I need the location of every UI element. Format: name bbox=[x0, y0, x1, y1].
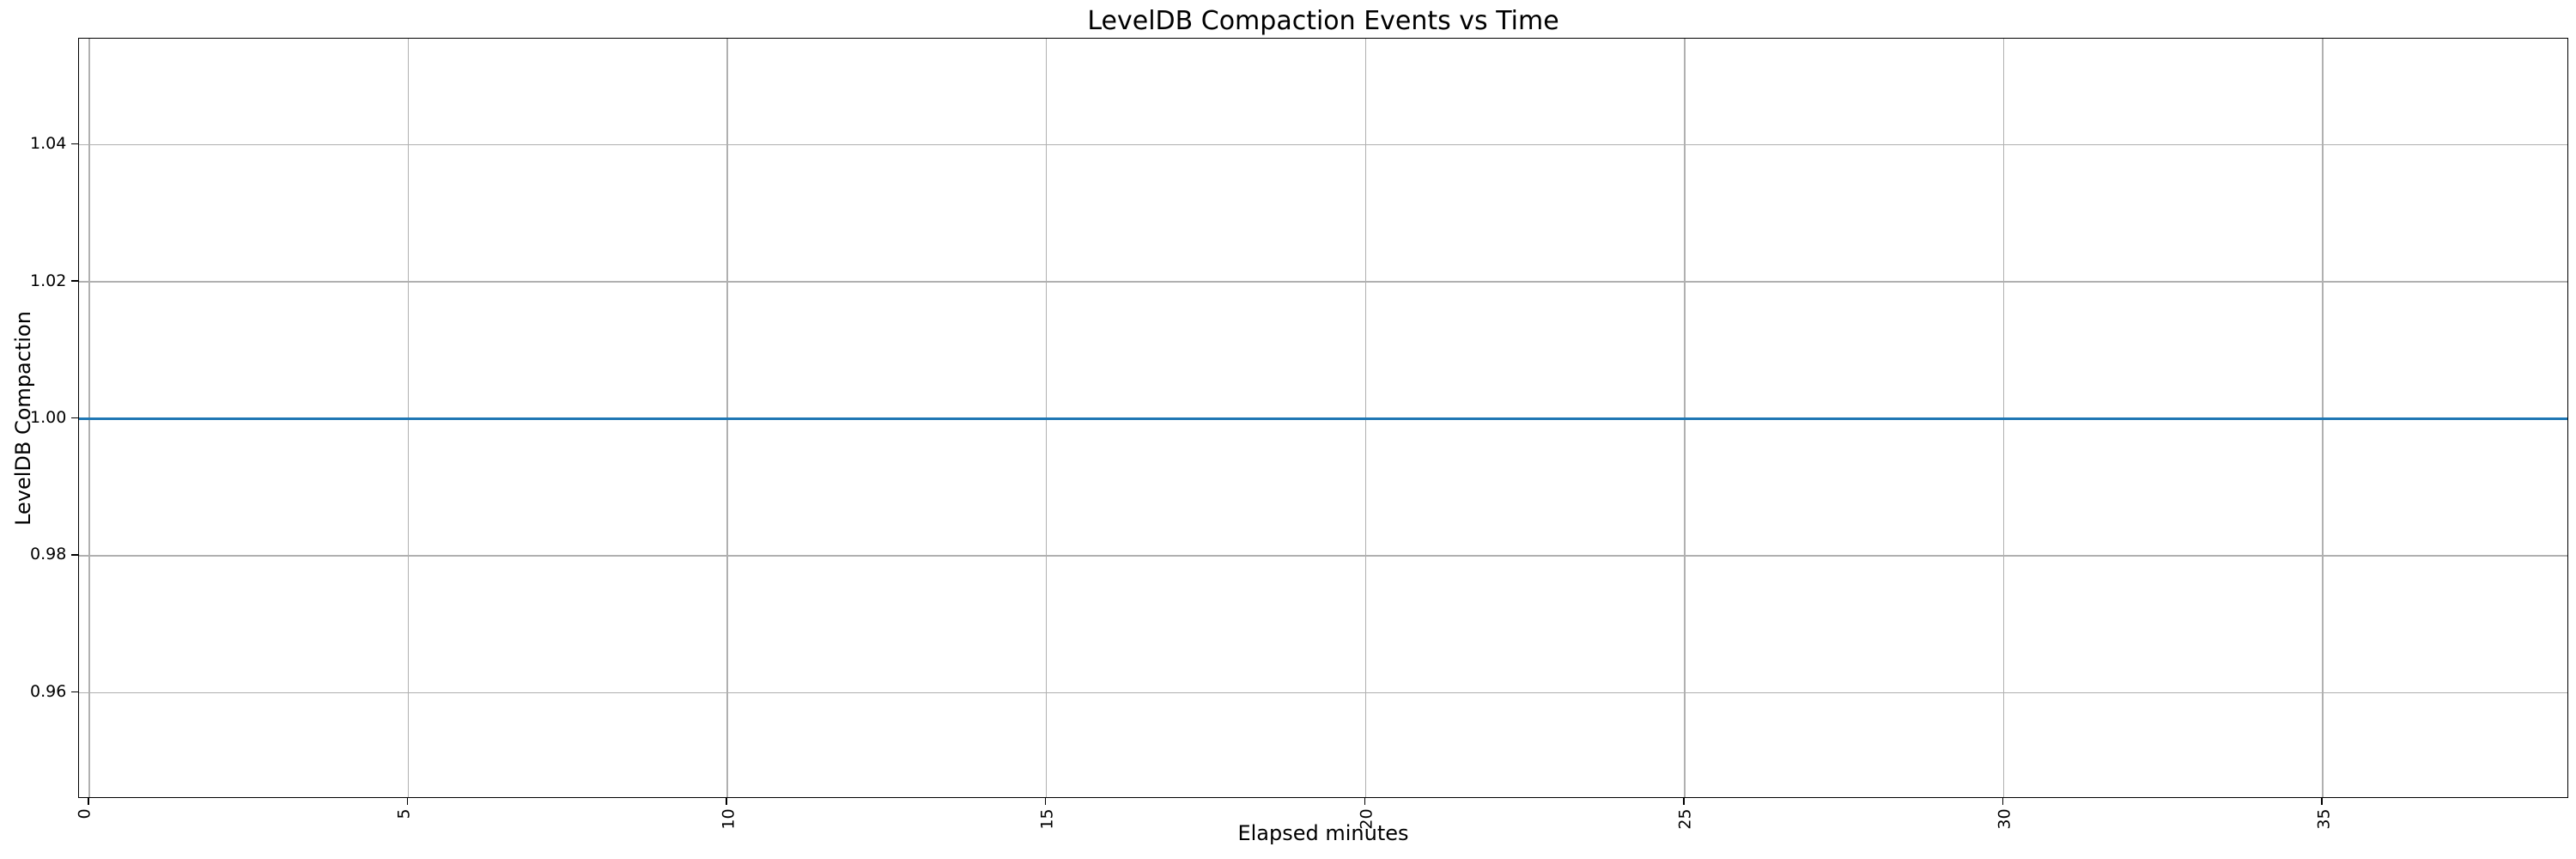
y-gridline bbox=[79, 555, 2567, 557]
plot-area bbox=[78, 38, 2568, 798]
x-tick-label: 5 bbox=[394, 807, 414, 819]
x-tick-label: 35 bbox=[2314, 807, 2334, 830]
x-tick-mark bbox=[1364, 798, 1366, 805]
y-tick-label: 0.96 bbox=[30, 681, 67, 701]
x-tick-mark bbox=[406, 798, 409, 805]
x-tick-mark bbox=[726, 798, 727, 805]
x-tick-label: 25 bbox=[1676, 807, 1695, 830]
y-tick-label: 1.00 bbox=[30, 408, 67, 427]
x-axis-label: Elapsed minutes bbox=[1237, 821, 1409, 845]
y-tick-mark bbox=[71, 280, 78, 282]
y-tick-mark bbox=[71, 554, 78, 556]
y-tick-label: 1.02 bbox=[30, 271, 67, 290]
chart-title: LevelDB Compaction Events vs Time bbox=[1087, 6, 1559, 36]
y-gridline bbox=[79, 281, 2567, 283]
data-line-leveldb-compaction bbox=[79, 417, 2567, 420]
y-tick-label: 1.04 bbox=[30, 134, 67, 154]
y-gridline bbox=[79, 143, 2567, 146]
y-tick-mark bbox=[71, 143, 78, 145]
y-tick-mark bbox=[71, 417, 78, 419]
x-tick-mark bbox=[2002, 798, 2004, 805]
y-tick-label: 0.98 bbox=[30, 545, 67, 564]
y-gridline bbox=[79, 691, 2567, 694]
x-tick-mark bbox=[88, 798, 89, 805]
x-tick-label: 30 bbox=[1995, 807, 2014, 830]
y-tick-mark bbox=[71, 691, 78, 693]
x-tick-mark bbox=[1044, 798, 1047, 805]
x-tick-label: 15 bbox=[1037, 807, 1057, 830]
x-tick-label: 10 bbox=[719, 807, 738, 830]
x-tick-mark bbox=[2321, 798, 2323, 805]
x-tick-label: 0 bbox=[75, 807, 94, 819]
x-tick-label: 20 bbox=[1357, 807, 1376, 830]
x-tick-mark bbox=[1683, 798, 1685, 805]
